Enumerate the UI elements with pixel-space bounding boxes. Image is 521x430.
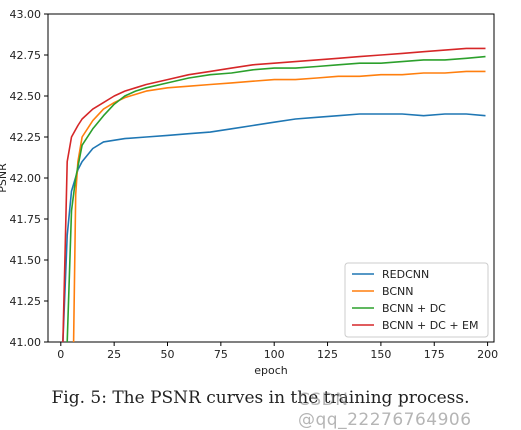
x-tick-label: 150 — [370, 348, 391, 361]
x-tick-label: 25 — [107, 348, 121, 361]
y-tick-label: 42.00 — [10, 172, 42, 185]
figure-caption: Fig. 5: The PSNR curves in the training … — [51, 388, 470, 408]
y-tick-label: 41.25 — [10, 295, 42, 308]
x-axis-ticks: 0 25 50 75 100 125 150 175 200 — [57, 342, 498, 361]
legend-label: BCNN + DC — [382, 302, 446, 315]
psnr-chart: 0 25 50 75 100 125 150 175 200 41.0041.2541.5041… — [0, 8, 498, 377]
legend-items: REDCNN BCNN BCNN + DC BCNN + DC + EM — [352, 268, 479, 332]
y-tick-label: 41.50 — [10, 254, 42, 267]
watermark-text: CSDN @qq_22276764906 — [298, 390, 472, 430]
x-tick-label: 0 — [57, 348, 64, 361]
x-axis-label: epoch — [254, 364, 288, 377]
y-tick-label: 41.00 — [10, 336, 42, 349]
x-tick-label: 50 — [161, 348, 175, 361]
y-axis-label: PSNR — [0, 163, 9, 193]
series-line-bcnn — [72, 70, 486, 342]
legend-label: BCNN + DC + EM — [382, 319, 479, 332]
x-tick-label: 200 — [477, 348, 498, 361]
series-line-bcnn-dc-em — [62, 47, 486, 342]
x-tick-label: 175 — [424, 348, 445, 361]
legend-box — [344, 262, 489, 338]
series-line-bcnn-dc — [66, 55, 486, 342]
y-tick-label: 41.75 — [10, 213, 42, 226]
legend-label: BCNN — [382, 285, 414, 298]
x-tick-label: 75 — [214, 348, 228, 361]
x-tick-label: 125 — [317, 348, 338, 361]
series-line-redcnn — [62, 113, 486, 342]
y-axis-ticks: 41.00 41.25 41.50 41.75 42.00 42.25 42.50 42.75… — [10, 8, 48, 349]
y-tick-label: 43.00 — [10, 8, 42, 21]
y-tick-label: 42.50 — [10, 90, 42, 103]
x-tick-label: 100 — [264, 348, 285, 361]
legend-label: REDCNN — [382, 268, 429, 281]
y-tick-label: 42.75 — [10, 49, 42, 62]
y-tick-label: 42.25 — [10, 131, 42, 144]
legend: REDCNN BCNN BCNN + DC BCNN + DC + EM — [344, 262, 489, 338]
series-layer — [62, 47, 486, 342]
